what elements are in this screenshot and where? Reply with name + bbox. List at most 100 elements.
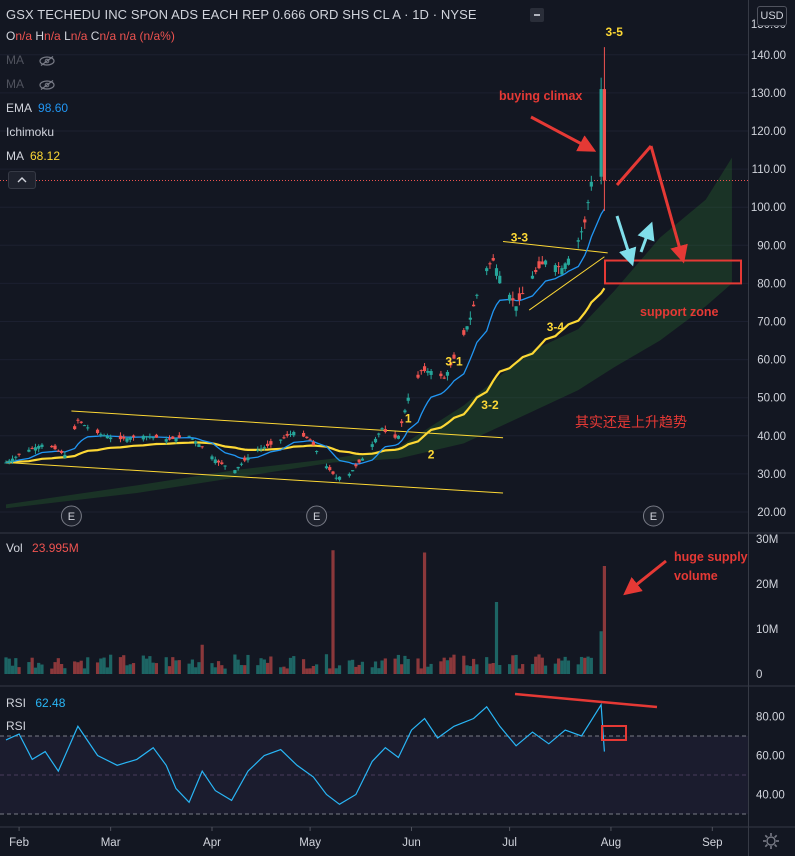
candle-body [540, 261, 544, 265]
candle-body [557, 266, 561, 268]
rsi-label: RSI [6, 696, 27, 710]
volume-bar [579, 656, 584, 674]
candle-body [579, 231, 584, 233]
volume-bar [507, 664, 512, 674]
candle-body [171, 436, 175, 439]
symbol-menu-icon[interactable] [530, 8, 544, 22]
volume-bar [403, 655, 407, 674]
candle-body [347, 473, 351, 476]
candle-body [118, 435, 123, 440]
volume-bar [416, 658, 420, 674]
indicator-ma-2[interactable]: MA [6, 77, 55, 91]
earnings-marker [642, 505, 664, 527]
huge-supply-label: volume [674, 569, 718, 583]
rsi-tick-label: 40.00 [756, 790, 785, 802]
volume-bar [589, 657, 593, 674]
rsi-legend[interactable]: RSI 62.48 [6, 696, 65, 710]
candle-body [4, 462, 8, 464]
rsi-highlight-box [601, 725, 627, 741]
candle-body [246, 457, 250, 461]
huge-supply-label: huge supply [674, 550, 748, 564]
candle-body [337, 476, 342, 480]
volume-bar [586, 656, 590, 674]
symbol-title[interactable]: GSX TECHEDU INC SPON ADS EACH REP 0.666 … [6, 7, 477, 22]
candle-body [416, 374, 420, 378]
volume-bar [422, 552, 427, 674]
volume-legend[interactable]: Vol 23.995M [6, 541, 79, 555]
volume-bar [17, 667, 21, 674]
volume-value: 23.995M [32, 541, 79, 555]
candle-body [396, 435, 400, 439]
volume-bar [383, 658, 387, 674]
indicator-ema[interactable]: EMA 98.60 [6, 101, 68, 115]
currency-button[interactable]: USD [757, 6, 787, 26]
volume-bar [521, 664, 525, 674]
indicator-ma-3[interactable]: MA 68.12 [6, 149, 60, 163]
eye-crossed-icon[interactable] [39, 55, 55, 66]
gear-icon[interactable] [762, 832, 780, 850]
price-tick-label: 50.00 [757, 393, 786, 405]
candle-body [7, 460, 11, 463]
volume-bar [63, 668, 67, 674]
candle-body [285, 433, 289, 436]
volume-bar [498, 665, 502, 674]
candle-body [210, 456, 214, 460]
volume-bar [236, 659, 240, 674]
volume-bar [494, 602, 499, 674]
volume-bar [347, 660, 351, 674]
candle-body [422, 366, 427, 372]
candle-body [82, 425, 87, 427]
volume-bar [442, 657, 446, 674]
time-tick-label: Feb [9, 837, 29, 849]
volume-bar [131, 663, 136, 674]
rsi-tick-label: 60.00 [756, 751, 785, 763]
volume-bar [452, 654, 456, 674]
volume-bar [197, 662, 201, 674]
volume-bar [301, 659, 306, 674]
volume-bar [282, 666, 286, 674]
volume-bar [141, 655, 145, 674]
candle-body [194, 441, 198, 444]
candle-body [73, 426, 77, 430]
volume-bar [305, 668, 309, 674]
rsi-value: 62.48 [35, 696, 66, 710]
volume-bar [76, 662, 80, 674]
candle-body [553, 265, 557, 272]
candle-body [507, 294, 512, 301]
volume-bar [266, 662, 270, 674]
candle-body [449, 362, 453, 366]
candle-body [79, 421, 83, 423]
volume-bar [393, 658, 397, 674]
volume-bar [30, 657, 34, 674]
rsi-tick-label: 80.00 [756, 712, 785, 724]
candle-body [33, 447, 38, 451]
candle-body [583, 219, 587, 223]
trendline-neckline [502, 240, 608, 254]
time-tick-label: May [299, 837, 321, 849]
volume-bar [122, 655, 126, 674]
volume-bar [223, 668, 227, 674]
indicator-ma-1[interactable]: MA [6, 53, 55, 67]
collapse-indicators-button[interactable] [8, 171, 36, 189]
volume-bar [488, 663, 492, 674]
eye-crossed-icon[interactable] [39, 79, 55, 90]
volume-bar [331, 550, 335, 674]
low-value: n/a [70, 29, 88, 43]
volume-bar [308, 668, 312, 674]
volume-bar [315, 664, 319, 674]
candle-body [537, 261, 541, 269]
candle-body [167, 438, 172, 440]
volume-bar [125, 665, 129, 674]
indicator-ichimoku[interactable]: Ichimoku [6, 125, 54, 139]
volume-bar [311, 665, 315, 674]
candle-body [331, 471, 335, 474]
candle-body [262, 447, 266, 449]
price-tick-label: 60.00 [757, 355, 786, 367]
ma-line [5, 287, 606, 464]
close-label: C [90, 29, 100, 43]
time-tick-label: Jun [402, 837, 421, 849]
volume-bar [465, 665, 469, 674]
volume-bar [560, 660, 564, 674]
candle-body [370, 444, 374, 447]
